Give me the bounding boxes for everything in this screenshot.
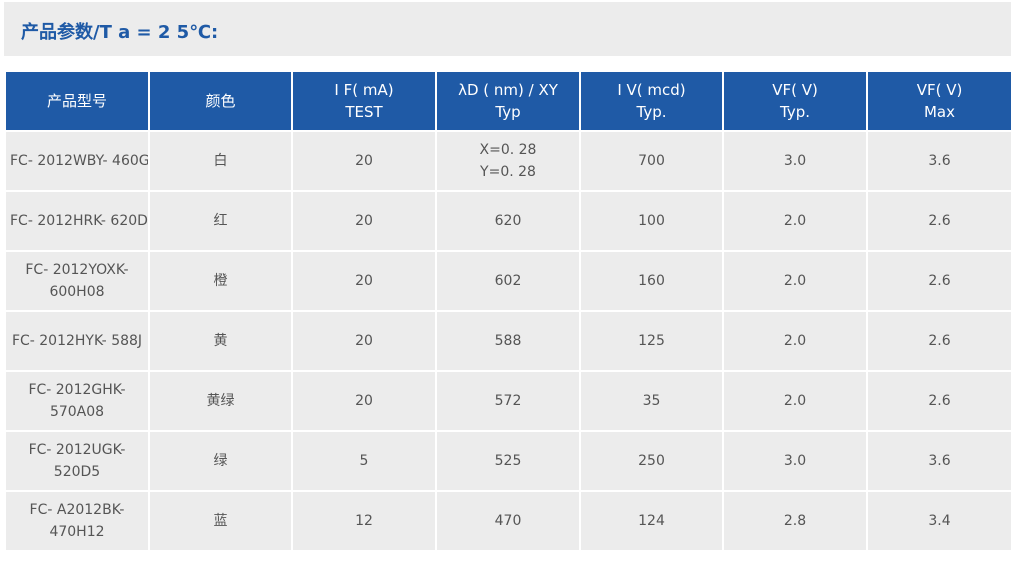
product-spec-table: 产品型号 颜色 I F( mA) TEST λD ( nm) / XY Typ I … <box>4 70 1013 552</box>
cell-model: FC- 2012HRK- 620D <box>4 190 150 252</box>
cell-vf-max: 3.6 <box>866 430 1013 492</box>
cell-vf-typ: 2.8 <box>722 490 868 552</box>
table-row: FC- 2012HRK- 620D 红 20 620 100 2.0 2.6 <box>4 190 1013 252</box>
header-model: 产品型号 <box>4 70 150 132</box>
cell-vf-max: 2.6 <box>866 190 1013 252</box>
cell-wavelength: 470 <box>435 490 581 552</box>
cell-if: 20 <box>291 250 437 312</box>
cell-color: 黄绿 <box>148 370 293 432</box>
cell-vf-max: 2.6 <box>866 370 1013 432</box>
cell-vf-max: 2.6 <box>866 310 1013 372</box>
table-row: FC- A2012BK- 470H12 蓝 12 470 124 2.8 3.4 <box>4 490 1013 552</box>
header-iv: I V( mcd) Typ. <box>579 70 724 132</box>
cell-vf-typ: 2.0 <box>722 190 868 252</box>
cell-iv: 100 <box>579 190 724 252</box>
header-wavelength: λD ( nm) / XY Typ <box>435 70 581 132</box>
cell-model: FC- 2012HYK- 588J <box>4 310 150 372</box>
cell-iv: 124 <box>579 490 724 552</box>
cell-vf-max: 3.6 <box>866 130 1013 192</box>
cell-color: 白 <box>148 130 293 192</box>
cell-color: 蓝 <box>148 490 293 552</box>
table-row: FC- 2012UGK- 520D5 绿 5 525 250 3.0 3.6 <box>4 430 1013 492</box>
cell-if: 20 <box>291 130 437 192</box>
cell-model: FC- A2012BK- 470H12 <box>4 490 150 552</box>
cell-iv: 35 <box>579 370 724 432</box>
cell-wavelength: 588 <box>435 310 581 372</box>
cell-vf-typ: 3.0 <box>722 430 868 492</box>
cell-iv: 250 <box>579 430 724 492</box>
cell-vf-typ: 2.0 <box>722 370 868 432</box>
cell-wavelength: 572 <box>435 370 581 432</box>
cell-color: 绿 <box>148 430 293 492</box>
cell-if: 5 <box>291 430 437 492</box>
cell-model: FC- 2012WBY- 460G <box>4 130 150 192</box>
header-vf-typ: VF( V) Typ. <box>722 70 868 132</box>
cell-if: 12 <box>291 490 437 552</box>
cell-wavelength: 602 <box>435 250 581 312</box>
cell-if: 20 <box>291 370 437 432</box>
cell-color: 橙 <box>148 250 293 312</box>
cell-vf-max: 3.4 <box>866 490 1013 552</box>
table-row: FC- 2012WBY- 460G 白 20 X=0. 28 Y=0. 28 70… <box>4 130 1013 192</box>
cell-vf-typ: 2.0 <box>722 310 868 372</box>
table-row: FC- 2012HYK- 588J 黄 20 588 125 2.0 2.6 <box>4 310 1013 372</box>
cell-model: FC- 2012UGK- 520D5 <box>4 430 150 492</box>
table-header-row: 产品型号 颜色 I F( mA) TEST λD ( nm) / XY Typ I … <box>4 70 1013 132</box>
header-color: 颜色 <box>148 70 293 132</box>
table-row: FC- 2012YOXK- 600H08 橙 20 602 160 2.0 2.6 <box>4 250 1013 312</box>
cell-iv: 125 <box>579 310 724 372</box>
cell-vf-typ: 3.0 <box>722 130 868 192</box>
cell-color: 黄 <box>148 310 293 372</box>
cell-if: 20 <box>291 310 437 372</box>
page-title: 产品参数/T a = 2 5℃: <box>21 22 219 43</box>
cell-vf-typ: 2.0 <box>722 250 868 312</box>
cell-wavelength: X=0. 28 Y=0. 28 <box>435 130 581 192</box>
cell-model: FC- 2012GHK- 570A08 <box>4 370 150 432</box>
cell-wavelength: 620 <box>435 190 581 252</box>
table-row: FC- 2012GHK- 570A08 黄绿 20 572 35 2.0 2.6 <box>4 370 1013 432</box>
cell-color: 红 <box>148 190 293 252</box>
cell-if: 20 <box>291 190 437 252</box>
cell-vf-max: 2.6 <box>866 250 1013 312</box>
header-if: I F( mA) TEST <box>291 70 437 132</box>
header-vf-max: VF( V) Max <box>866 70 1013 132</box>
cell-iv: 160 <box>579 250 724 312</box>
cell-wavelength: 525 <box>435 430 581 492</box>
title-bar: 产品参数/T a = 2 5℃: <box>4 2 1011 56</box>
cell-iv: 700 <box>579 130 724 192</box>
cell-model: FC- 2012YOXK- 600H08 <box>4 250 150 312</box>
